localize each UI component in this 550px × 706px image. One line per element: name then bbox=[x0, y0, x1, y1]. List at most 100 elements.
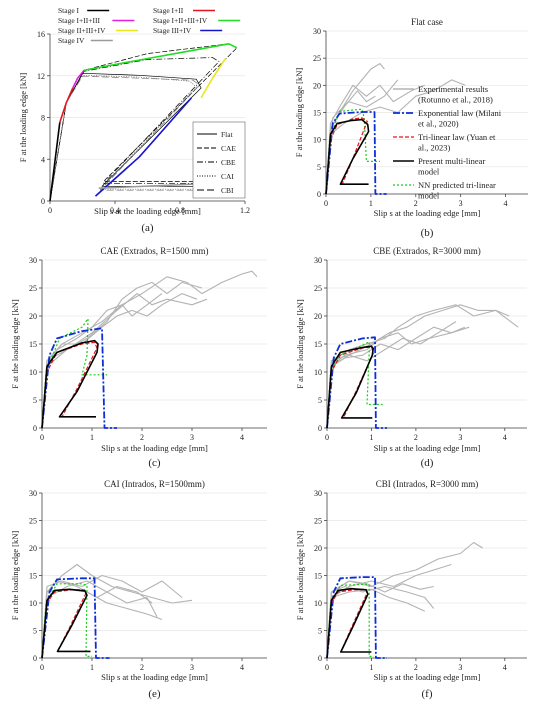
y-tick-label: 20 bbox=[313, 81, 321, 90]
experimental-series bbox=[326, 563, 452, 659]
stage-segment bbox=[200, 58, 227, 99]
x-tick-label: 3 bbox=[458, 433, 462, 442]
legend-label: Stage IV bbox=[58, 36, 85, 45]
stage-segment bbox=[72, 69, 85, 89]
legend-stages: Stage I Stage I+II Stage I+II+III Stage I+I… bbox=[58, 6, 241, 45]
y-tick-label: 15 bbox=[314, 340, 322, 349]
panel-label: (e) bbox=[148, 688, 161, 700]
y-tick-label: 5 bbox=[33, 396, 37, 405]
y-axis-label: F at the loading edge [kN] bbox=[295, 531, 305, 621]
chart-d: 0 5 10 15 20 25 30 0 1 2 3 4 Slip s at the loading e… bbox=[295, 246, 527, 469]
y-axis-label: F at the loading edge [kN] bbox=[10, 531, 20, 621]
legend-label: CBI bbox=[221, 186, 234, 195]
experimental-series bbox=[41, 293, 208, 429]
y-axis-label: F at the loading edge [kN] bbox=[18, 73, 28, 163]
y-tick-label: 15 bbox=[29, 340, 37, 349]
legend-box bbox=[192, 121, 246, 199]
experimental-series bbox=[325, 79, 466, 195]
legend-label: et al., 2020) bbox=[418, 119, 459, 129]
x-tick-label: 0.8 bbox=[175, 206, 185, 215]
y-tick-label: 0 bbox=[33, 424, 37, 433]
legend-label: Stage I+II bbox=[153, 6, 184, 15]
experimental-series bbox=[41, 270, 258, 429]
x-axis-label: Slip s at the loading edge [mm] bbox=[101, 672, 208, 682]
x-axis-label: Slip s at the loading edge [mm] bbox=[374, 672, 481, 682]
y-tick-label: 30 bbox=[314, 489, 322, 498]
experimental-series bbox=[41, 281, 203, 429]
y-tick-label: 10 bbox=[314, 599, 322, 608]
y-tick-label: 5 bbox=[318, 627, 322, 636]
x-tick-label: 0 bbox=[40, 433, 44, 442]
legend-label: Stage I+II+III bbox=[58, 16, 100, 25]
experimental-series bbox=[325, 79, 399, 195]
legend-label: Exponential law (Milani bbox=[418, 108, 502, 118]
panel-label: (d) bbox=[421, 457, 434, 469]
exponential-law-series bbox=[326, 336, 387, 429]
y-tick-label: 20 bbox=[29, 544, 37, 553]
legend-label: Experimental results bbox=[418, 84, 488, 94]
experimental-series bbox=[326, 304, 510, 429]
y-tick-label: 5 bbox=[318, 396, 322, 405]
chart-title: CBE (Extrados, R=3000 mm) bbox=[373, 246, 481, 256]
present-multi-linear-series bbox=[325, 118, 370, 195]
experimental-series bbox=[41, 580, 158, 659]
chart-a: 0 4 8 12 16 0 0.4 0.8 1.2 Slip s at the loading e… bbox=[18, 6, 250, 234]
exponential-law-series bbox=[325, 111, 387, 195]
y-axis-label: F at the loading edge [kN] bbox=[295, 299, 305, 389]
legend-label: Stage II+III+IV bbox=[58, 26, 106, 35]
legend-label: NN predicted tri-linear bbox=[418, 180, 496, 190]
y-tick-label: 20 bbox=[314, 312, 322, 321]
exponential-law-series bbox=[41, 327, 117, 429]
y-tick-label: 5 bbox=[33, 627, 37, 636]
stage-segment bbox=[49, 122, 61, 202]
x-tick-label: 3 bbox=[459, 199, 463, 208]
legend-label: Stage III+IV bbox=[153, 26, 192, 35]
y-tick-label: 16 bbox=[37, 30, 45, 39]
x-tick-label: 2 bbox=[414, 433, 418, 442]
x-tick-label: 1 bbox=[369, 199, 373, 208]
stage-segment bbox=[94, 97, 192, 197]
legend-label: Stage I+II+III+IV bbox=[153, 16, 208, 25]
stage-segment bbox=[59, 87, 74, 123]
legend-label: model bbox=[418, 191, 440, 201]
y-tick-label: 30 bbox=[313, 27, 321, 36]
y-axis-label: F at the loading edge [kN] bbox=[294, 68, 304, 158]
x-tick-label: 0 bbox=[40, 663, 44, 672]
experimental-series bbox=[326, 304, 519, 429]
stage-segment bbox=[83, 42, 238, 72]
y-tick-label: 10 bbox=[313, 136, 321, 145]
y-tick-label: 4 bbox=[41, 155, 45, 164]
nn-tri-linear-series bbox=[326, 341, 383, 429]
legend-label: Tri-linear law (Yuan et bbox=[418, 132, 496, 142]
panel-label: (b) bbox=[421, 227, 434, 239]
x-tick-label: 3 bbox=[458, 663, 462, 672]
legend-label: al., 2023) bbox=[418, 143, 451, 153]
y-tick-label: 0 bbox=[33, 654, 37, 663]
x-axis-label: Slip s at the loading edge [mm] bbox=[374, 208, 481, 218]
x-tick-label: 1 bbox=[90, 433, 94, 442]
exponential-law-series bbox=[41, 577, 110, 659]
legend-cases: Flat CAE CBE CAI CBI bbox=[192, 121, 246, 199]
legend-label: Stage I bbox=[58, 6, 80, 15]
experimental-series bbox=[326, 541, 483, 659]
y-tick-label: 0 bbox=[317, 190, 321, 199]
y-tick-label: 15 bbox=[313, 109, 321, 118]
x-tick-label: 0 bbox=[325, 663, 329, 672]
y-tick-label: 8 bbox=[41, 114, 45, 123]
y-tick-label: 15 bbox=[314, 572, 322, 581]
legend-label: CBE bbox=[221, 158, 236, 167]
present-multi-linear-series bbox=[326, 587, 372, 659]
x-axis-label: Slip s at the loading edge [mm] bbox=[101, 443, 208, 453]
y-tick-label: 0 bbox=[41, 197, 45, 206]
legend-label: (Rotunno et al., 2018) bbox=[418, 95, 493, 105]
present-multi-linear-series bbox=[41, 588, 91, 659]
x-tick-label: 2 bbox=[414, 199, 418, 208]
y-tick-label: 25 bbox=[314, 517, 322, 526]
experimental-series bbox=[326, 326, 470, 429]
x-tick-label: 4 bbox=[504, 199, 508, 208]
y-tick-label: 10 bbox=[29, 599, 37, 608]
x-tick-label: 2 bbox=[140, 433, 144, 442]
y-tick-label: 20 bbox=[29, 312, 37, 321]
x-tick-label: 0 bbox=[324, 199, 328, 208]
